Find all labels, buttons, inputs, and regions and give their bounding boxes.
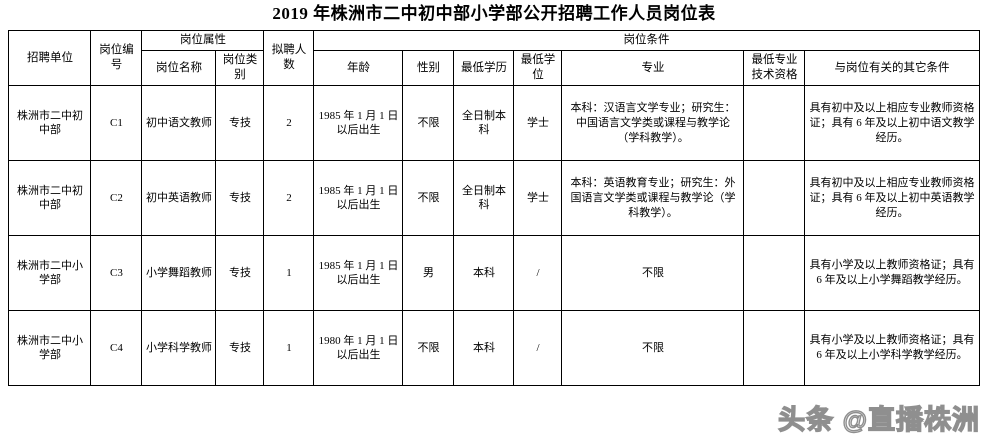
header-major: 专业 [561, 50, 745, 86]
watermark-at-icon: @ [842, 406, 868, 435]
table-row: 株洲市二中初中部 C2 初中英语教师 专技 2 1985 年 1 月 1 日以后… [8, 160, 980, 236]
header-job-conditions: 岗位条件 [313, 30, 980, 51]
cell-title [743, 310, 806, 386]
header-planned-count: 拟聘人数 [263, 30, 315, 86]
watermark-brand: 头条 [777, 404, 835, 435]
cell-category: 专技 [215, 235, 265, 311]
cell-degree: / [513, 235, 563, 311]
table-row: 株洲市二中小学部 C4 小学科学教师 专技 1 1980 年 1 月 1 日以后… [8, 310, 980, 386]
cell-education: 本科 [453, 310, 515, 386]
cell-gender: 不限 [402, 85, 455, 161]
cell-education: 全日制本科 [453, 85, 515, 161]
cell-education: 全日制本科 [453, 160, 515, 236]
page-title: 2019 年株洲市二中初中部小学部公开招聘工作人员岗位表 [272, 4, 716, 23]
cell-title [743, 85, 806, 161]
header-job-category: 岗位类别 [215, 50, 265, 86]
cell-code: C1 [90, 85, 143, 161]
header-job-attribute: 岗位属性 [141, 30, 265, 51]
cell-unit: 株洲市二中小学部 [8, 310, 92, 386]
header-other-conditions: 与岗位有关的其它条件 [804, 50, 980, 86]
header-recruit-unit: 招聘单位 [8, 30, 92, 86]
cell-degree: / [513, 310, 563, 386]
table-row: 株洲市二中小学部 C3 小学舞蹈教师 专技 1 1985 年 1 月 1 日以后… [8, 235, 980, 311]
cell-other: 具有初中及以上相应专业教师资格证；具有 6 年及以上初中语文教学经历。 [804, 85, 980, 161]
header-age: 年龄 [313, 50, 404, 86]
cell-name: 初中语文教师 [141, 85, 217, 161]
cell-other: 具有初中及以上相应专业教师资格证；具有 6 年及以上初中英语教学经历。 [804, 160, 980, 236]
header-gender: 性别 [402, 50, 455, 86]
header-job-code: 岗位编号 [90, 30, 143, 86]
watermark-account: 直播株洲 [867, 404, 980, 435]
cell-major: 不限 [561, 235, 745, 311]
cell-gender: 不限 [402, 310, 455, 386]
job-positions-table: 招聘单位 岗位编号 岗位属性 拟聘人数 岗位条件 岗位名称 岗位类别 年龄 性别… [8, 30, 980, 386]
header-min-title: 最低专业技术资格 [743, 50, 806, 86]
cell-other: 具有小学及以上教师资格证；具有 6 年及以上小学科学教学经历。 [804, 310, 980, 386]
cell-code: C4 [90, 310, 143, 386]
cell-degree: 学士 [513, 85, 563, 161]
table-row: 株洲市二中初中部 C1 初中语文教师 专技 2 1985 年 1 月 1 日以后… [8, 85, 980, 161]
cell-age: 1985 年 1 月 1 日以后出生 [313, 160, 404, 236]
cell-code: C3 [90, 235, 143, 311]
cell-unit: 株洲市二中小学部 [8, 235, 92, 311]
cell-age: 1980 年 1 月 1 日以后出生 [313, 310, 404, 386]
cell-education: 本科 [453, 235, 515, 311]
cell-category: 专技 [215, 85, 265, 161]
cell-category: 专技 [215, 310, 265, 386]
header-min-education: 最低学历 [453, 50, 515, 86]
cell-title [743, 235, 806, 311]
cell-degree: 学士 [513, 160, 563, 236]
header-min-degree: 最低学位 [513, 50, 563, 86]
header-job-name: 岗位名称 [141, 50, 217, 86]
header-row-1: 招聘单位 岗位编号 岗位属性 拟聘人数 岗位条件 [8, 30, 980, 86]
cell-gender: 不限 [402, 160, 455, 236]
cell-category: 专技 [215, 160, 265, 236]
cell-age: 1985 年 1 月 1 日以后出生 [313, 235, 404, 311]
cell-gender: 男 [402, 235, 455, 311]
cell-major: 本科：汉语言文学专业；研究生：中国语言文学类或课程与教学论（学科教学）。 [561, 85, 745, 161]
cell-count: 2 [263, 160, 315, 236]
cell-unit: 株洲市二中初中部 [8, 160, 92, 236]
cell-age: 1985 年 1 月 1 日以后出生 [313, 85, 404, 161]
cell-name: 初中英语教师 [141, 160, 217, 236]
cell-major: 本科：英语教育专业；研究生：外国语言文学类或课程与教学论（学科教学）。 [561, 160, 745, 236]
cell-count: 1 [263, 235, 315, 311]
cell-other: 具有小学及以上教师资格证；具有 6 年及以上小学舞蹈教学经历。 [804, 235, 980, 311]
cell-count: 1 [263, 310, 315, 386]
cell-major: 不限 [561, 310, 745, 386]
watermark: 头条 @直播株洲 [777, 404, 980, 436]
cell-count: 2 [263, 85, 315, 161]
table-header: 招聘单位 岗位编号 岗位属性 拟聘人数 岗位条件 岗位名称 岗位类别 年龄 性别… [8, 30, 980, 86]
cell-unit: 株洲市二中初中部 [8, 85, 92, 161]
cell-title [743, 160, 806, 236]
cell-name: 小学科学教师 [141, 310, 217, 386]
cell-name: 小学舞蹈教师 [141, 235, 217, 311]
cell-code: C2 [90, 160, 143, 236]
table-body: 株洲市二中初中部 C1 初中语文教师 专技 2 1985 年 1 月 1 日以后… [8, 85, 980, 386]
